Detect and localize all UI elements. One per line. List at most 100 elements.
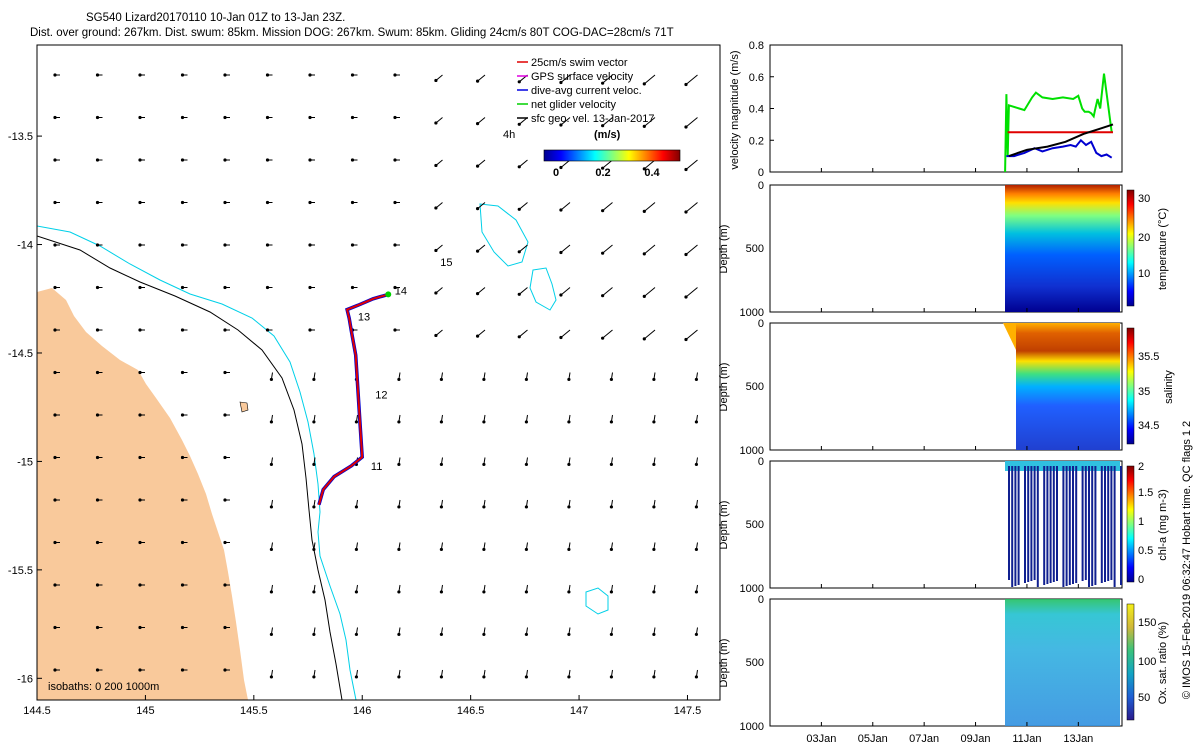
current-arrow xyxy=(560,74,571,83)
current-arrow-head xyxy=(567,462,571,467)
current-arrow-head xyxy=(393,200,397,205)
current-arrow-head xyxy=(53,455,57,460)
current-arrow-head xyxy=(434,291,438,295)
current-arrow-head xyxy=(397,505,401,509)
velocity-series-line xyxy=(1004,73,1113,173)
current-arrow-head xyxy=(350,73,355,77)
current-arrow-head xyxy=(95,668,100,672)
chlorophyll-profile xyxy=(1068,466,1071,585)
current-arrow-head xyxy=(652,462,656,467)
current-arrow-head xyxy=(434,78,438,83)
chlorophyll-ctick-1: 1 xyxy=(1138,516,1144,528)
current-arrow-head xyxy=(95,243,100,247)
reef-patch-1 xyxy=(479,203,529,267)
map-ytick-label: -14 xyxy=(17,240,33,252)
current-arrow-head xyxy=(53,583,57,587)
current-arrow-head xyxy=(524,505,529,509)
velocity-axis-ticks: 0 0.2 0.4 0.6 0.8 xyxy=(749,40,774,179)
date-axis: 03Jan 05Jan 07Jan 09Jan 11Jan 13Jan xyxy=(806,168,1093,745)
track-day-label: 15 xyxy=(440,257,452,269)
current-arrow-head xyxy=(138,243,142,247)
current-arrow-head xyxy=(354,590,359,594)
current-arrow-head xyxy=(434,333,438,338)
oxygen-data xyxy=(1005,599,1120,726)
colorbar-tick-1: 0.2 xyxy=(595,167,610,179)
isobath-legend: isobaths: 0 200 1000m xyxy=(48,681,159,693)
current-arrow-head xyxy=(223,455,227,460)
current-arrow-head xyxy=(694,675,699,679)
current-arrow-head xyxy=(350,243,355,247)
legend-label: sfc geo. vel. 13-Jan-2017 xyxy=(531,113,655,125)
chlorophyll-profile xyxy=(1084,466,1087,580)
map-xtick-label: 145.5 xyxy=(240,705,268,717)
date-tick-label: 11Jan xyxy=(1012,733,1041,745)
current-arrow xyxy=(685,287,698,298)
current-arrow-head xyxy=(138,115,142,120)
current-arrow-head xyxy=(475,79,480,83)
current-arrow xyxy=(685,159,698,170)
current-arrow-head xyxy=(308,285,312,290)
current-arrow-head xyxy=(223,668,227,672)
current-arrow-head xyxy=(517,335,521,339)
current-arrow-head xyxy=(517,250,521,254)
current-arrow-head xyxy=(308,328,312,332)
map-panel: 144.5 145 145.5 146 146.5 147 147.5 -13.5 -14 -14… xyxy=(8,44,721,717)
temperature-ylabel: Depth (m) xyxy=(718,225,730,274)
salinity-ctick-35: 35 xyxy=(1138,386,1150,398)
current-arrow-head xyxy=(601,336,605,340)
current-arrow-head xyxy=(223,583,227,587)
current-arrow-head xyxy=(684,167,688,172)
current-arrow-head xyxy=(95,158,100,162)
current-arrow xyxy=(477,74,486,82)
current-arrow-head xyxy=(439,462,444,467)
current-arrow-head xyxy=(269,675,274,679)
current-arrow-head xyxy=(517,80,521,84)
velocity-ytick-label: 0.2 xyxy=(749,135,764,147)
current-arrow-head xyxy=(434,248,438,253)
current-arrow-head xyxy=(138,455,142,460)
chlorophyll-data xyxy=(1005,461,1122,587)
chlorophyll-ylabel: Depth (m) xyxy=(718,501,730,550)
current-arrow xyxy=(560,117,571,126)
current-arrow-head xyxy=(354,547,359,552)
current-arrow-head xyxy=(439,590,444,594)
map-ytick-label: -14.5 xyxy=(8,348,33,360)
current-arrow-head xyxy=(684,337,688,342)
current-arrow-head xyxy=(434,163,438,168)
date-tick-label: 05Jan xyxy=(858,733,888,745)
velocity-series-line xyxy=(1008,123,1114,158)
current-arrow-head xyxy=(180,115,185,120)
current-arrow-head xyxy=(642,124,646,128)
oxygen-ctick-50: 50 xyxy=(1138,692,1150,704)
current-arrow-head xyxy=(684,125,688,129)
geostrophic-vector-field xyxy=(53,73,699,679)
current-arrow-head xyxy=(559,165,563,170)
current-arrow-head xyxy=(609,590,614,594)
current-arrow-head xyxy=(439,420,444,424)
current-arrow-head xyxy=(475,122,480,126)
colorbar-unit-label: (m/s) xyxy=(594,129,621,141)
current-arrow-head xyxy=(482,420,486,424)
current-arrow-head xyxy=(223,625,227,630)
current-arrow-head xyxy=(269,377,274,382)
current-arrow-head xyxy=(439,547,444,552)
temperature-ytick-500: 500 xyxy=(746,243,764,255)
current-arrow-head xyxy=(694,590,699,594)
temperature-ctick-10: 10 xyxy=(1138,268,1150,280)
map-legend: 25cm/s swim vector GPS surface velocity di… xyxy=(517,57,655,125)
chlorophyll-ytick-0: 0 xyxy=(758,456,764,468)
current-arrow xyxy=(602,329,613,339)
current-arrow xyxy=(602,244,613,254)
temperature-colorbar xyxy=(1126,189,1135,307)
chlorophyll-profile xyxy=(1052,466,1055,582)
chlorophyll-profile xyxy=(1100,466,1103,583)
track-day-label: 12 xyxy=(375,390,387,402)
current-arrow-head xyxy=(180,668,185,672)
current-arrow-head xyxy=(53,625,57,630)
date-tick-label: 13Jan xyxy=(1063,733,1093,745)
current-arrow-head xyxy=(95,285,100,290)
reef-patch-3 xyxy=(585,587,609,615)
current-arrow-head xyxy=(482,632,486,637)
title-line-1: SG540 Lizard20170110 10-Jan 01Z to 13-Ja… xyxy=(86,12,345,24)
